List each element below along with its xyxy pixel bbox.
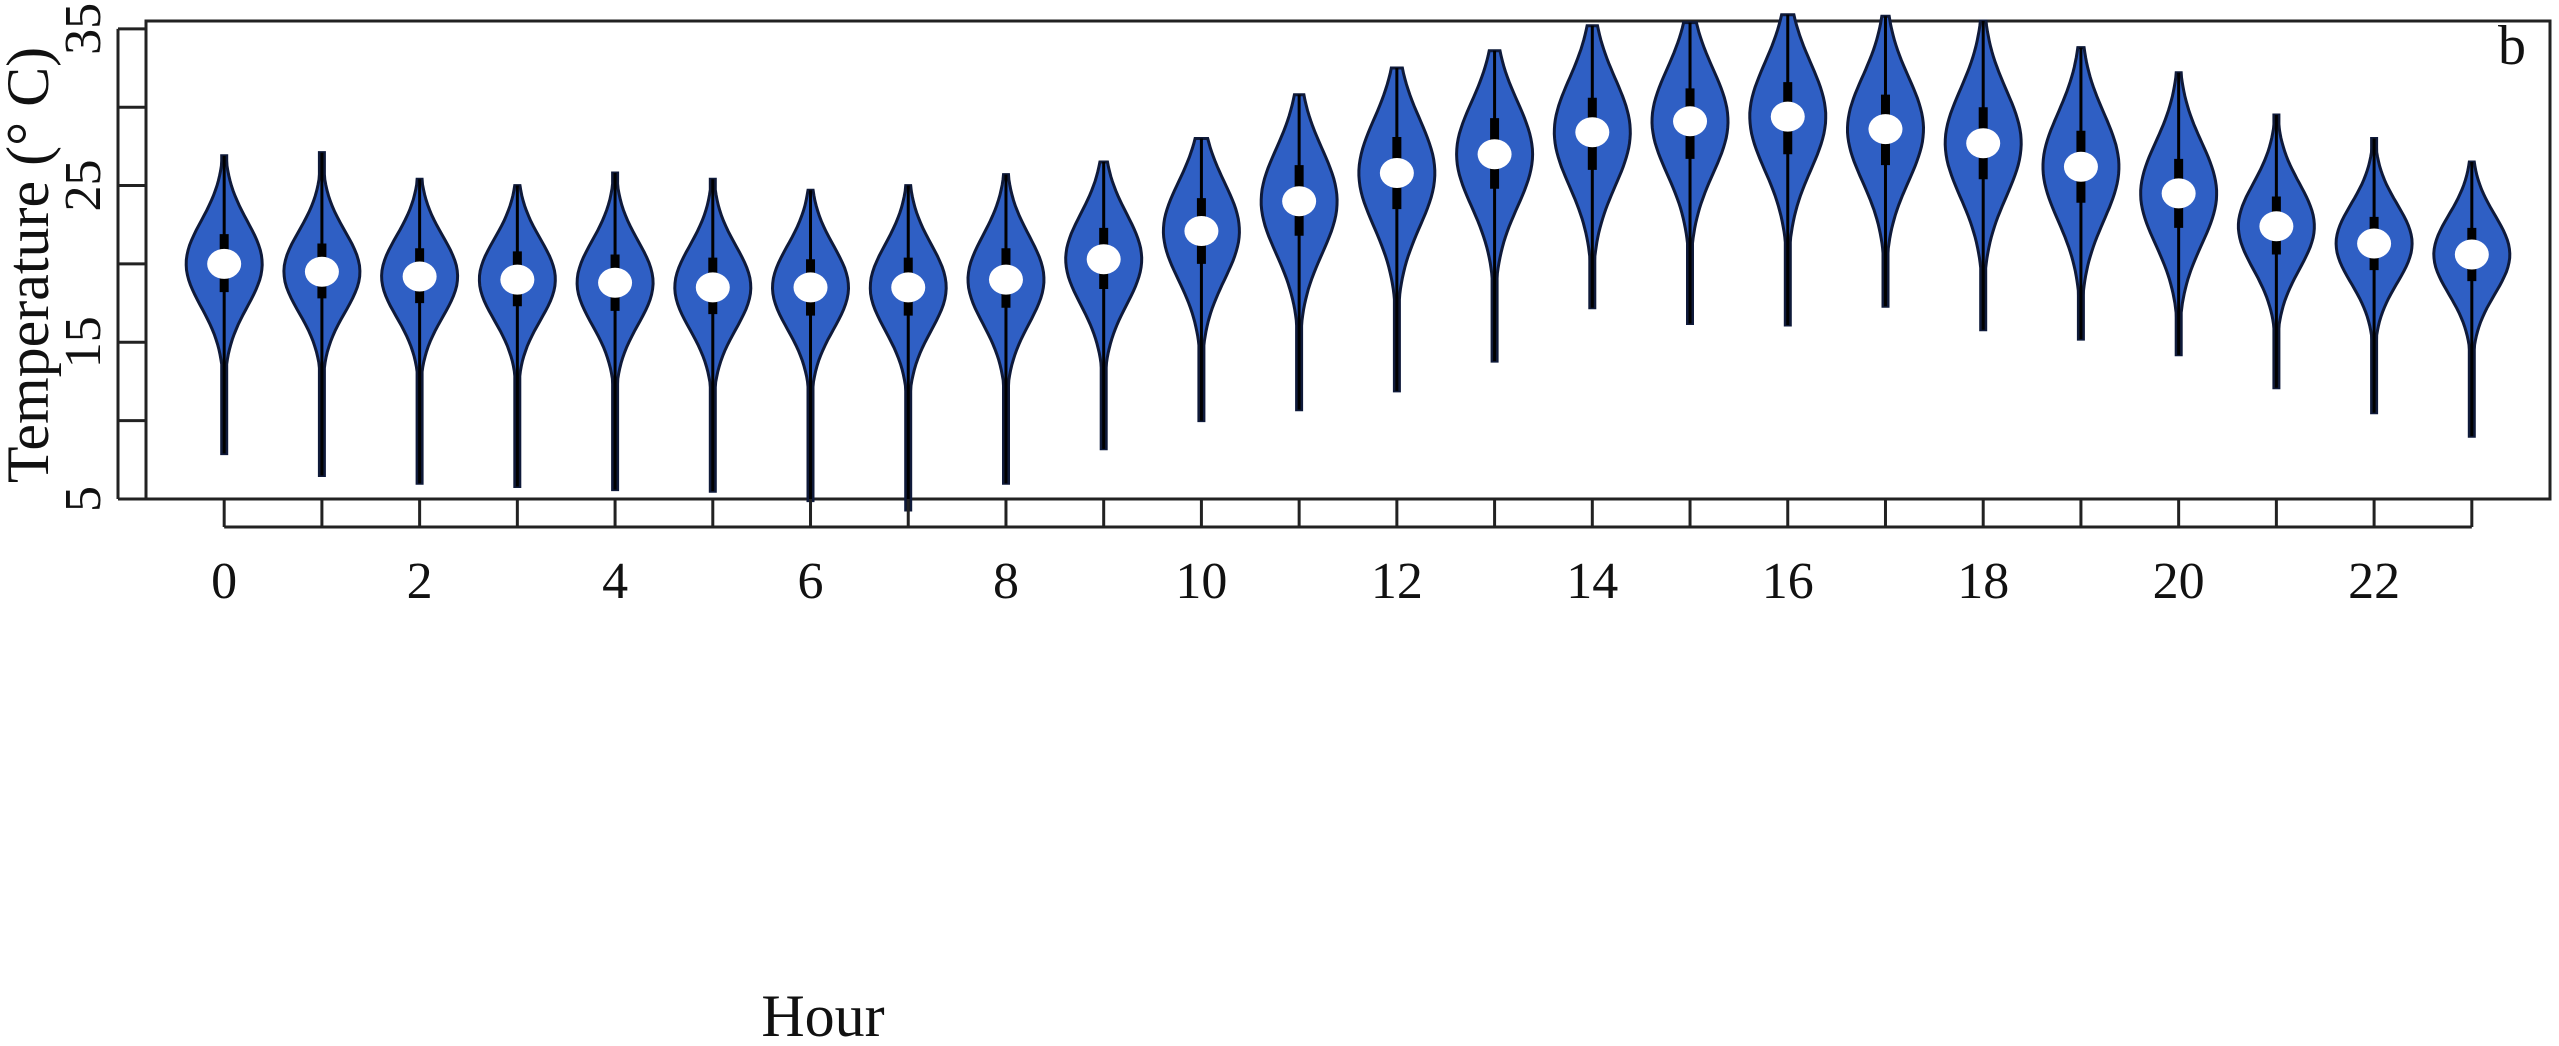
x-axis-title: Hour — [761, 983, 884, 1046]
violin-hour-18 — [1943, 19, 2023, 332]
x-tick-label: 16 — [1762, 553, 1814, 610]
violin-median-marker — [304, 256, 339, 287]
violin-median-marker — [500, 264, 535, 295]
y-tick-label: 25 — [55, 160, 112, 212]
violin-median-marker — [891, 272, 926, 303]
violin-hour-7 — [868, 184, 948, 512]
violin-median-marker — [1966, 128, 2001, 159]
violin-hour-8 — [966, 173, 1046, 485]
y-axis: 5 15 25 35 — [55, 3, 146, 512]
x-tick-label: 22 — [2348, 553, 2400, 610]
y-tick-label: 5 — [55, 486, 112, 512]
violin-hour-17 — [1846, 14, 1926, 308]
x-tick-label: 8 — [993, 553, 1019, 610]
violin-hour-3 — [477, 184, 557, 488]
violin-median-marker — [1086, 244, 1121, 275]
violin-hour-20 — [2139, 71, 2219, 357]
violin-median-marker — [207, 248, 242, 279]
violin-series — [184, 13, 2512, 512]
violin-median-marker — [402, 261, 437, 292]
x-tick-label: 6 — [798, 553, 824, 610]
y-tick-label: 15 — [55, 316, 112, 368]
violin-median-marker — [1477, 139, 1512, 170]
panel-label: b — [2498, 15, 2526, 77]
violin-hour-22 — [2334, 137, 2414, 415]
violin-hour-4 — [575, 171, 655, 492]
x-tick-label: 20 — [2153, 553, 2205, 610]
violin-median-marker — [1770, 101, 1805, 132]
violin-median-marker — [793, 272, 828, 303]
violin-median-marker — [1868, 114, 1903, 145]
y-tick-label: 35 — [55, 3, 112, 55]
violin-hour-16 — [1748, 13, 1828, 327]
violin-median-marker — [1575, 117, 1610, 148]
violin-hour-6 — [770, 188, 851, 503]
violin-median-marker — [2357, 228, 2392, 259]
violin-hour-11 — [1259, 93, 1339, 412]
violin-hour-9 — [1064, 160, 1144, 451]
violin-hour-15 — [1650, 21, 1730, 325]
violin-hour-1 — [282, 151, 362, 477]
violin-hour-19 — [2041, 46, 2121, 341]
y-axis-title: Temperature (° C) — [0, 47, 61, 483]
violin-median-marker — [1673, 106, 1708, 137]
violin-hour-21 — [2236, 113, 2316, 390]
violin-median-marker — [1282, 186, 1317, 217]
violin-hour-5 — [673, 177, 753, 493]
violin-median-marker — [2259, 211, 2294, 242]
x-tick-label: 2 — [407, 553, 433, 610]
violin-median-marker — [2454, 239, 2489, 270]
x-tick-label: 0 — [211, 553, 237, 610]
x-tick-label: 18 — [1957, 553, 2009, 610]
violin-median-marker — [1379, 158, 1414, 189]
violin-median-marker — [695, 272, 730, 303]
violin-hour-2 — [380, 177, 460, 485]
x-tick-label: 10 — [1175, 553, 1227, 610]
violin-hour-13 — [1455, 49, 1535, 363]
violin-hour-23 — [2432, 160, 2512, 438]
x-tick-label: 4 — [602, 553, 628, 610]
violin-median-marker — [988, 264, 1023, 295]
violin-hour-12 — [1357, 66, 1437, 393]
violin-hour-0 — [184, 154, 264, 456]
x-axis: 0 2 4 6 8 10 12 14 16 18 20 22 — [211, 499, 2474, 610]
violin-median-marker — [2161, 178, 2196, 209]
violin-median-marker — [598, 267, 633, 298]
violin-hour-10 — [1161, 137, 1241, 423]
violin-hour-14 — [1552, 24, 1632, 310]
plot-frame — [144, 19, 2552, 501]
x-tick-label: 14 — [1566, 553, 1618, 610]
x-tick-label: 12 — [1371, 553, 1423, 610]
violin-median-marker — [2063, 151, 2098, 182]
violin-median-marker — [1184, 216, 1219, 247]
